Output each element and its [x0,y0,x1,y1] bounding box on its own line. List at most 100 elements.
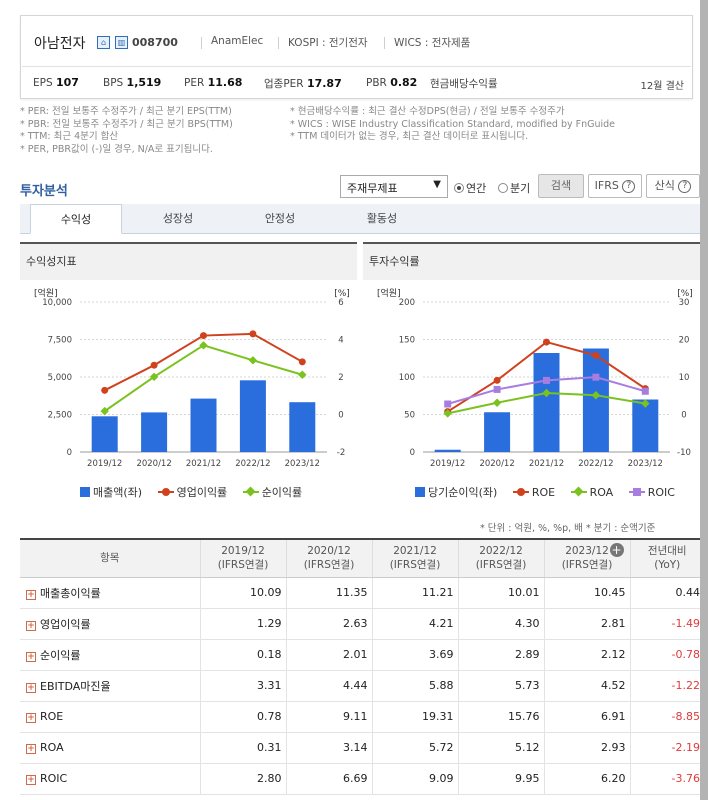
expand-row-icon[interactable]: + [26,744,36,754]
row-label-text: EBITDA마진율 [40,679,111,693]
tab-activity[interactable]: 활동성 [366,212,398,225]
chevron-down-icon: ▼ [433,179,441,190]
x-tick-label: 2023/12 [628,459,663,469]
data-point [298,358,306,366]
eps-stat: EPS 107 [33,76,79,89]
value-cell: 9.11 [285,701,372,733]
tab-growth[interactable]: 성장성 [162,212,194,225]
radio-quarter[interactable]: 분기 [498,180,530,196]
table-row: + ROA 0.31 3.14 5.72 5.12 2.93 -2.19 [20,732,704,764]
scrollbar[interactable] [700,0,708,800]
market-info: KOSPI : 전기전자 [288,37,368,49]
panel-title-profitability: 수익성지표 [20,242,357,280]
value-cell: 19.31 [371,701,458,733]
header-basis-label: (IFRS연결) [561,559,613,572]
value-cell: 0.31 [199,732,286,764]
header-period: 2020/12 (IFRS연결) [285,538,372,578]
data-point [101,386,109,394]
bar [91,416,118,452]
row-label[interactable]: + 영업이익률 [20,608,200,640]
value-cell: 10.45 [543,577,630,609]
y2-tick-label: 0 [338,411,343,421]
data-point [248,356,258,365]
y2-tick-label: 20 [679,336,690,346]
home-icon[interactable]: ⌂ [97,36,110,49]
y-tick-label: 50 [404,411,415,421]
table-row: + ROE 0.78 9.11 19.31 15.76 6.91 -8.85 [20,701,704,733]
legend-item: 순이익률 [242,486,308,499]
units-note: * 단위 : 억원, %, %p, 배 * 분기 : 순액기준 [480,523,656,534]
expand-row-icon[interactable]: + [26,682,36,693]
y2-tick-label: 10 [679,373,690,383]
tab-stability[interactable]: 안정성 [264,212,296,225]
tab-profitability[interactable]: 수익성 [30,204,122,234]
radio-selected-icon [454,183,464,193]
legend-returns: 당기순이익(좌) ROE ROA ROIC [415,484,687,500]
row-label[interactable]: + EBITDA마진율 [20,670,200,702]
value-cell: 6.69 [285,763,372,795]
row-label[interactable]: + ROIC [20,763,200,795]
expand-row-icon[interactable]: + [26,775,36,785]
radio-annual[interactable]: 연간 [454,180,486,196]
fiscal-month: 12월 결산 [640,81,684,92]
yoy-cell: -1.22 [629,670,704,702]
expand-columns-icon[interactable]: + [609,543,624,557]
row-label[interactable]: + 매출총이익률 [20,577,200,609]
stock-code: 008700 [132,36,178,49]
row-label[interactable]: + 순이익률 [20,639,200,671]
data-point [298,370,307,379]
data-point [592,351,600,359]
right-axis-unit: [%] [677,289,693,299]
building-icon[interactable]: ▥ [115,36,128,49]
x-tick-label: 2021/12 [186,459,221,469]
row-label[interactable]: + ROA [20,732,200,764]
yoy-cell: -8.85 [629,701,704,733]
right-axis-unit: [%] [334,289,350,299]
legend-item: 매출액(좌) [80,486,148,499]
x-tick-label: 2021/12 [529,459,564,469]
value-cell: 4.44 [285,670,372,702]
value-cell: 4.30 [457,608,544,640]
bar [239,380,266,452]
radio-icon [498,183,508,193]
row-label[interactable]: + ROE [20,701,200,733]
question-icon: ? [622,180,636,193]
header-period-label: 2022/12 [479,545,523,558]
data-point [443,409,452,418]
expand-row-icon[interactable]: + [26,620,36,631]
header-period: 2022/12 (IFRS연결) [457,538,544,578]
data-point [249,330,257,338]
value-cell: 2.63 [285,608,372,640]
row-label-text: ROIC [40,772,68,785]
table-header-row: 항목 2019/12 (IFRS연결) 2020/12 (IFRS연결) 2021/… [20,538,704,578]
expand-row-icon[interactable]: + [26,651,36,662]
value-cell: 2.01 [285,639,372,671]
wics-info: WICS : 전자제품 [394,37,471,49]
value-cell: 5.12 [457,732,544,764]
ifrs-help-button[interactable]: IFRS ? [588,174,642,198]
expand-row-icon[interactable]: + [26,713,36,723]
left-axis-unit: [억원] [377,287,401,299]
search-button[interactable]: 검색 [538,174,584,198]
divider [22,66,691,67]
y-tick-label: 200 [399,298,415,308]
y2-tick-label: 6 [338,298,343,308]
x-tick-label: 2020/12 [479,459,514,469]
header-period: 2019/12 (IFRS연결) [199,538,286,578]
value-cell: 2.89 [457,639,544,671]
header-basis-label: (IFRS연결) [475,559,527,572]
header-period-label: 2023/12 [565,545,609,558]
divider [384,37,385,49]
legend-profitability: 매출액(좌) 영업이익률 순이익률 [80,484,314,500]
y-tick-label: 10,000 [42,298,72,308]
profitability-table: 항목 2019/12 (IFRS연결) 2020/12 (IFRS연결) 2021/… [20,538,704,795]
y2-tick-label: 4 [338,336,343,346]
value-cell: 5.73 [457,670,544,702]
data-point [199,341,208,350]
value-cell: 10.09 [199,577,286,609]
table-row: + EBITDA마진율 3.31 4.44 5.88 5.73 4.52 -1.22 [20,670,704,702]
expand-row-icon[interactable]: + [26,589,36,600]
formula-help-button[interactable]: 산식 ? [646,174,700,198]
statement-select[interactable]: 주재무제표 ▼ [340,175,448,198]
header-period-label: 전년대비 [647,545,687,558]
